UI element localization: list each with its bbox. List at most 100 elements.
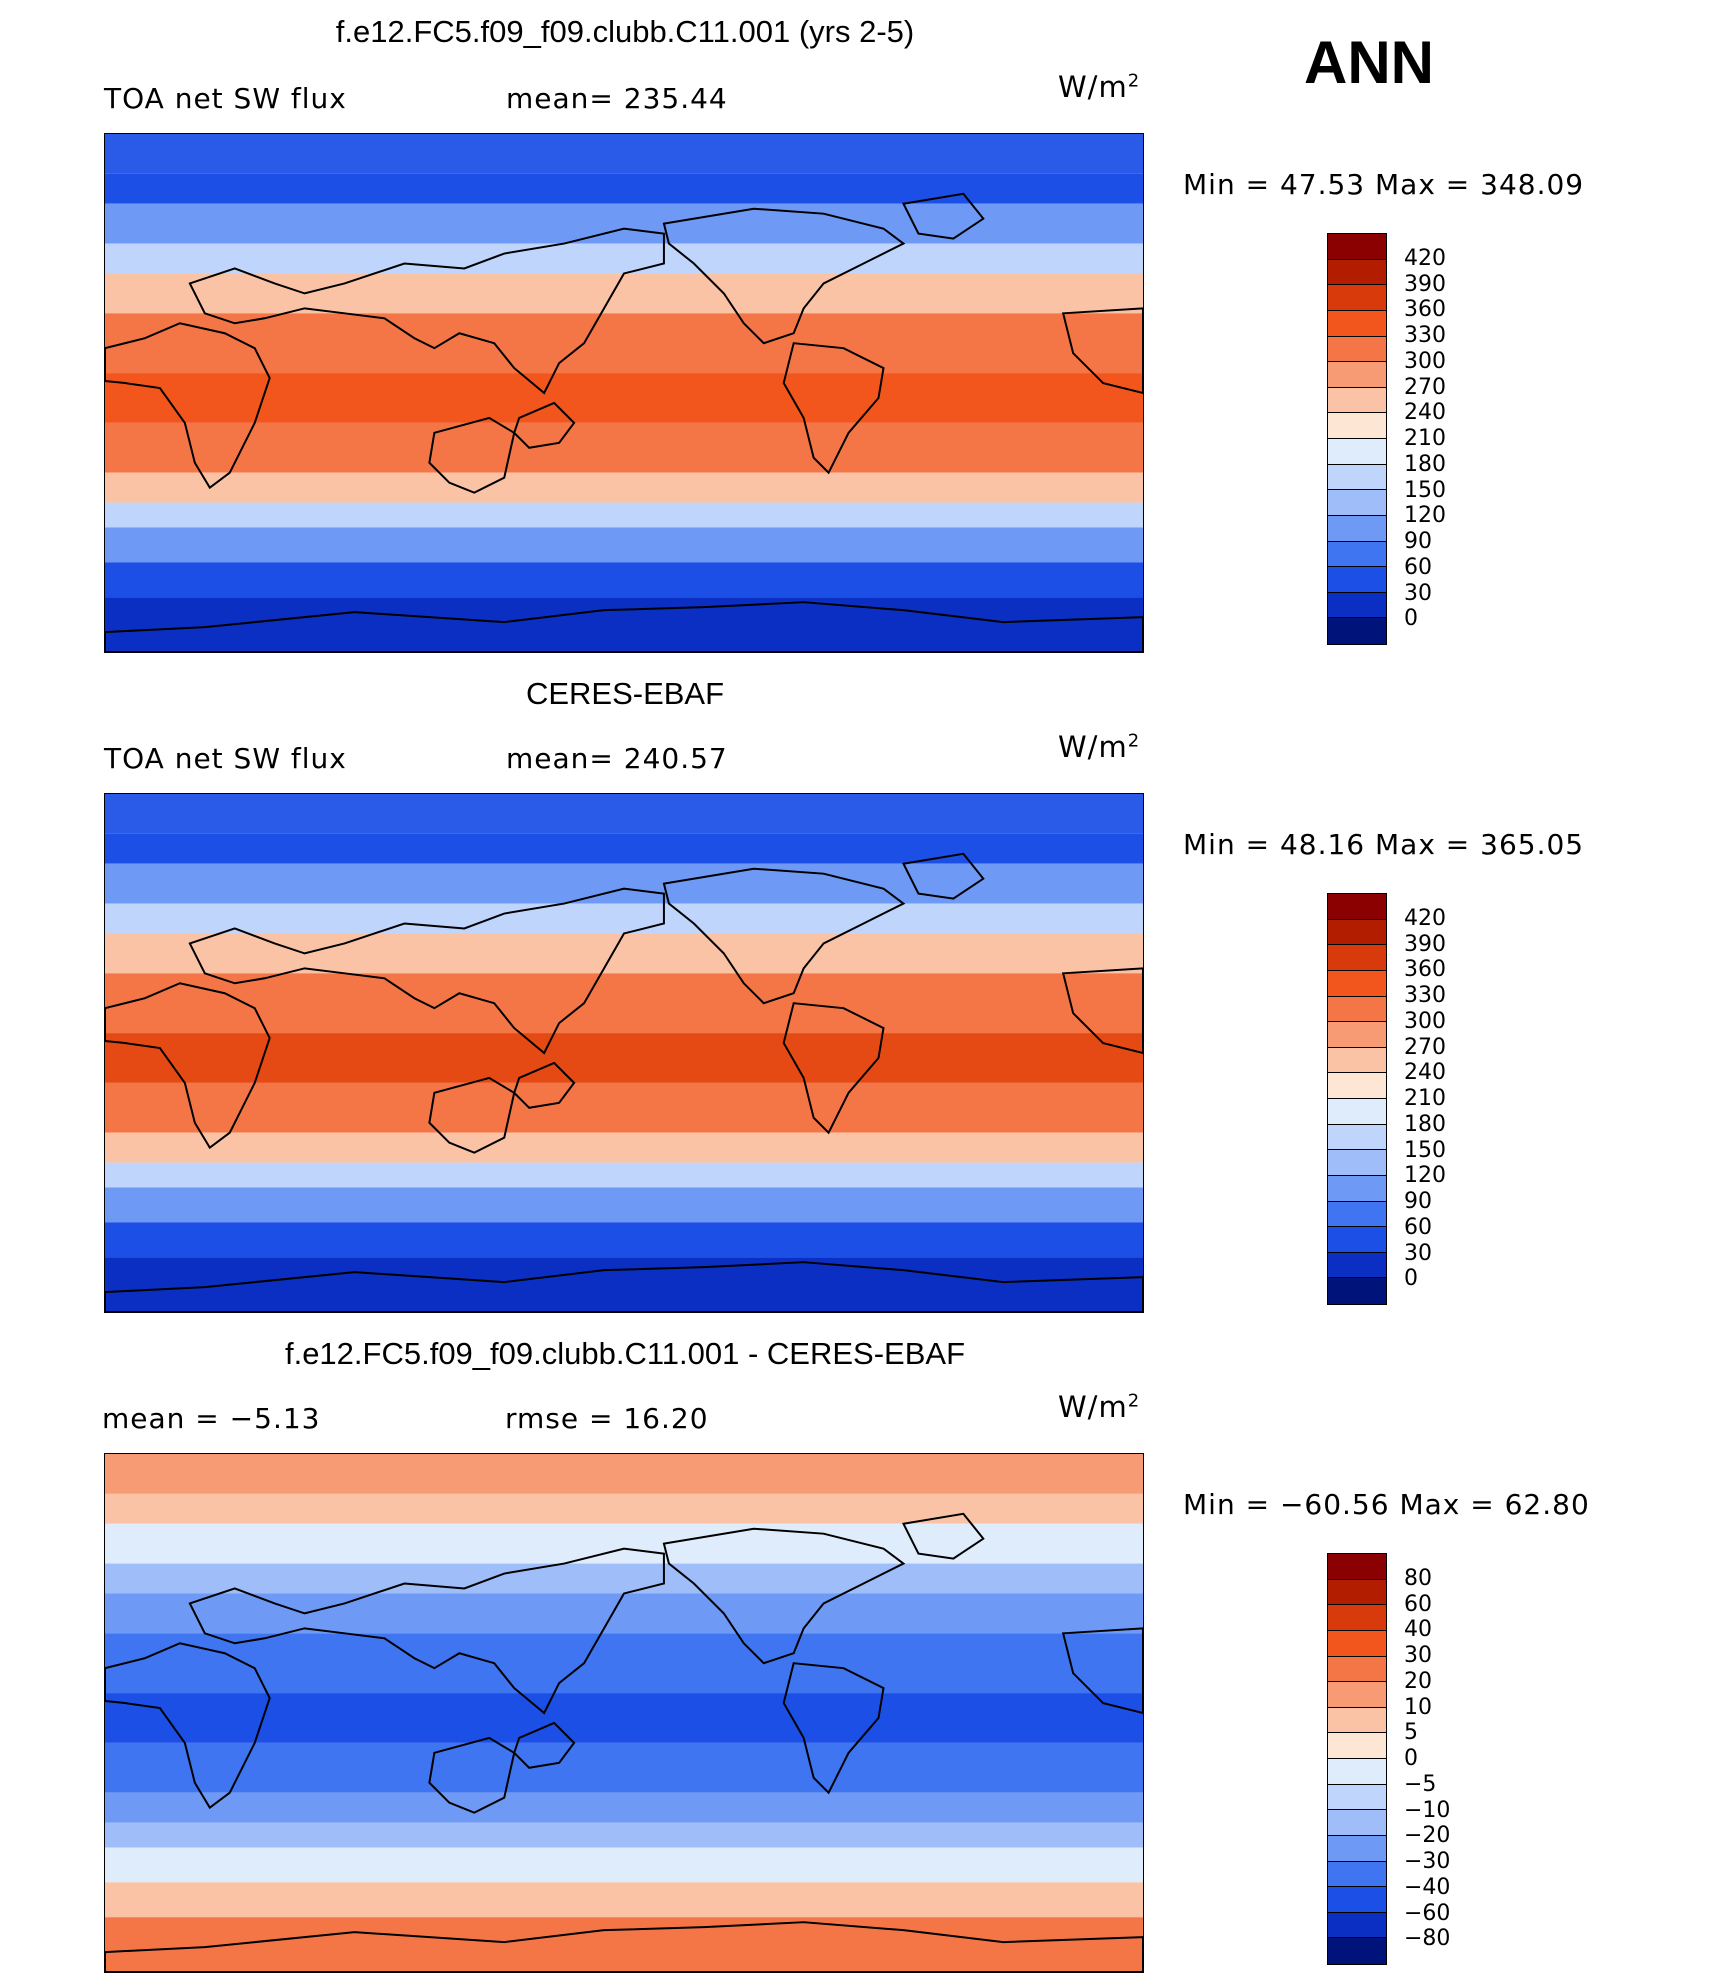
contour-band	[105, 1882, 1143, 1918]
units-label: W/m2	[1058, 730, 1141, 764]
rmse-label: rmse = 16.20	[505, 1402, 709, 1435]
contour-band	[105, 1222, 1143, 1258]
colorbar-tick-label: 210	[1404, 1086, 1446, 1111]
colorbar-tick-label: 270	[1404, 374, 1446, 400]
colorbar-tick-label: 10	[1404, 1694, 1432, 1720]
contour-band	[105, 1257, 1143, 1312]
coastline	[188, 1547, 665, 1715]
colorbar-swatch	[1328, 1252, 1386, 1279]
colorbar-tick-label: 90	[1404, 529, 1432, 554]
colorbar-tick-label: 90	[1404, 1189, 1432, 1214]
contour-band	[105, 933, 1143, 974]
colorbar	[1327, 893, 1387, 1305]
colorbar-tick-label: 30	[1404, 1240, 1432, 1266]
contour-band	[105, 1082, 1143, 1133]
colorbar-tick-label: −10	[1404, 1797, 1451, 1823]
colorbar-swatch	[1328, 894, 1386, 920]
minmax-label: Min = 47.53 Max = 348.09	[1183, 168, 1585, 201]
coastline	[428, 1736, 516, 1814]
colorbar-swatch	[1328, 970, 1386, 997]
colorbar-tick-label: 60	[1404, 1214, 1432, 1240]
colorbar-swatch	[1328, 1175, 1386, 1202]
contour-band	[105, 973, 1143, 1034]
colorbar-swatch	[1328, 1099, 1386, 1125]
colorbar-swatch	[1328, 1554, 1386, 1580]
colorbar-tick-label: 120	[1404, 1163, 1446, 1189]
colorbar-swatch	[1328, 1150, 1386, 1176]
contour-band	[105, 1742, 1143, 1793]
colorbar-swatch	[1328, 234, 1386, 260]
coastline	[105, 1921, 1143, 1972]
colorbar-tick-label: 20	[1404, 1668, 1432, 1694]
colorbar	[1327, 1553, 1387, 1965]
colorbar-swatch	[1328, 1201, 1386, 1228]
colorbar-tick-label: 240	[1404, 1060, 1446, 1086]
colorbar-tick-label: 420	[1404, 905, 1446, 931]
colorbar-swatch	[1328, 1579, 1386, 1606]
colorbar-tick-label: 330	[1404, 983, 1446, 1008]
coastline	[662, 207, 906, 345]
coastline	[901, 1512, 985, 1560]
colorbar-swatch	[1328, 1682, 1386, 1708]
panel-title: CERES-EBAF	[525, 676, 725, 711]
contour-band	[105, 903, 1143, 934]
colorbar-swatch	[1328, 310, 1386, 337]
colorbar-tick-label: 420	[1404, 245, 1446, 271]
colorbar-tick-label: −30	[1404, 1849, 1451, 1874]
mean-label: mean = −5.13	[102, 1402, 321, 1435]
colorbar-tick-label: 390	[1404, 271, 1446, 297]
map-observations	[104, 793, 1144, 1313]
colorbar-swatch	[1328, 259, 1386, 286]
coastline	[188, 887, 665, 1055]
colorbar-tick-label: 60	[1404, 554, 1432, 580]
colorbar-swatch	[1328, 336, 1386, 363]
colorbar	[1327, 233, 1387, 645]
contour-band	[105, 1593, 1143, 1634]
colorbar-tick-label: 300	[1404, 348, 1446, 374]
contour-band	[105, 794, 1143, 834]
coastline	[782, 1002, 885, 1135]
colorbar-tick-label: 360	[1404, 957, 1446, 983]
colorbar-swatch	[1328, 362, 1386, 388]
colorbar-tick-label: 300	[1404, 1008, 1446, 1034]
colorbar-tick-label: 30	[1404, 580, 1432, 606]
colorbar-swatch	[1328, 567, 1386, 593]
coastline	[782, 1662, 885, 1795]
contour-band	[105, 1454, 1143, 1494]
colorbar-tick-label: −20	[1404, 1823, 1451, 1849]
contour-band	[105, 1563, 1143, 1594]
contour-band	[105, 1132, 1143, 1163]
colorbar-tick-label: 330	[1404, 323, 1446, 348]
colorbar-tick-label: 0	[1404, 1746, 1418, 1771]
colorbar-tick-label: 0	[1404, 1266, 1418, 1292]
colorbar-swatch	[1328, 1022, 1386, 1048]
colorbar-swatch	[1328, 1605, 1386, 1631]
colorbar-swatch	[1328, 1630, 1386, 1657]
coastline	[105, 322, 271, 490]
variable-label: TOA net SW flux	[104, 82, 347, 115]
units-label: W/m2	[1058, 1390, 1141, 1424]
colorbar-swatch	[1328, 1835, 1386, 1862]
mean-label: mean= 235.44	[506, 82, 728, 115]
contour-band	[105, 502, 1143, 528]
colorbar-tick-label: −5	[1404, 1771, 1437, 1797]
coastline	[428, 1076, 516, 1154]
colorbar-swatch	[1328, 413, 1386, 439]
coastline	[1061, 1627, 1143, 1715]
colorbar-tick-label: 80	[1404, 1565, 1432, 1591]
colorbar-tick-label: 390	[1404, 931, 1446, 957]
panel-title: f.e12.FC5.f09_f09.clubb.C11.001 - CERES-…	[284, 1336, 966, 1371]
colorbar-tick-label: 240	[1404, 400, 1446, 426]
coastline	[901, 852, 985, 900]
minmax-label: Min = −60.56 Max = 62.80	[1183, 1488, 1590, 1521]
colorbar-swatch	[1328, 439, 1386, 465]
colorbar-tick-label: 40	[1404, 1617, 1432, 1643]
contour-band	[105, 1187, 1143, 1223]
colorbar-swatch	[1328, 1707, 1386, 1734]
contour-band	[105, 863, 1143, 904]
units-label: W/m2	[1058, 70, 1141, 104]
colorbar-swatch	[1328, 515, 1386, 542]
colorbar-swatch	[1328, 618, 1386, 644]
contour-band	[105, 833, 1143, 864]
panel-title: f.e12.FC5.f09_f09.clubb.C11.001 (yrs 2-5…	[335, 14, 915, 49]
